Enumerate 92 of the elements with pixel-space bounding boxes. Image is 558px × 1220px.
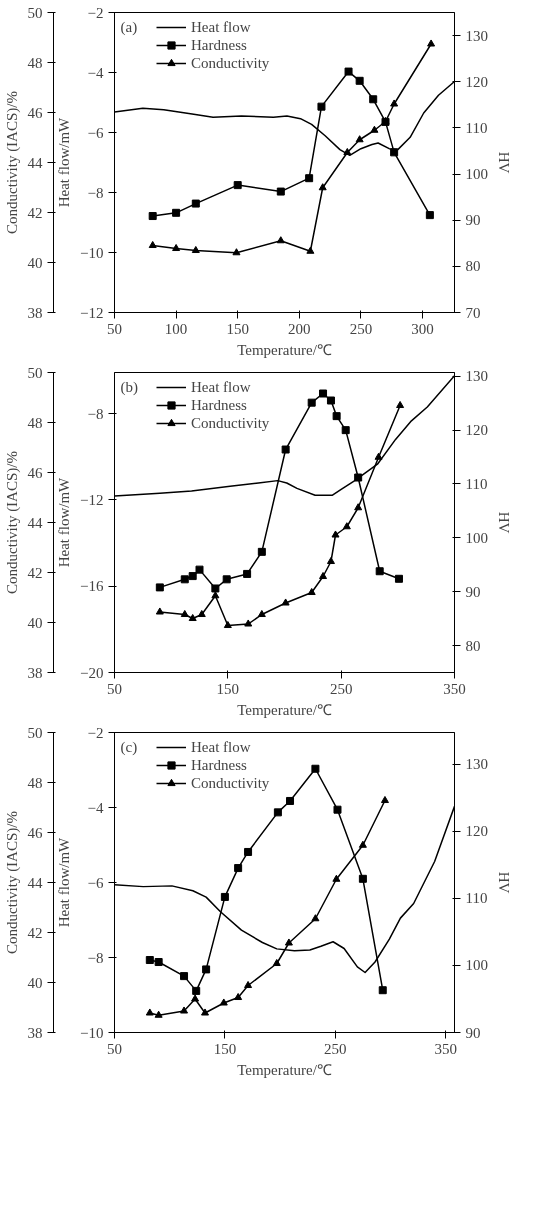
y2-tick-label: 110 (465, 475, 488, 492)
y2-tick-label: 100 (465, 166, 488, 183)
y2-tick-label: 120 (465, 73, 488, 90)
x-tick-label: 250 (324, 1040, 347, 1057)
y-tick-label: −2 (87, 724, 104, 741)
y3-tick-label: 38 (27, 304, 43, 321)
y3-tick-label: 48 (27, 774, 43, 791)
y2-tick-label: 100 (465, 529, 488, 546)
annotation: (b) (120, 378, 138, 396)
y-axis-title: Heat flow/mW (56, 836, 73, 928)
x-axis-title: Temperature/℃ (237, 1061, 332, 1078)
y2-tick-label: 90 (465, 1024, 481, 1041)
legend-label: Conductivity (191, 414, 270, 432)
y-tick-label: −10 (80, 1024, 104, 1041)
y2-tick-label: 70 (465, 304, 481, 321)
y3-tick-label: 50 (27, 724, 43, 741)
y3-tick-label: 40 (27, 974, 43, 991)
y3-tick-label: 42 (27, 924, 43, 941)
x-tick-label: 350 (434, 1040, 457, 1057)
x-tick-label: 50 (107, 680, 122, 697)
y2-tick-label: 110 (465, 890, 488, 907)
y-tick-label: −10 (80, 244, 104, 261)
y-tick-label: −12 (80, 304, 104, 321)
y-axis-title: Heat flow/mW (56, 476, 73, 568)
y-tick-label: −8 (87, 949, 104, 966)
y3-tick-label: 46 (27, 464, 43, 481)
y-tick-label: −12 (80, 491, 104, 508)
y2-axis-title: HV (496, 151, 512, 174)
x-tick-label: 50 (107, 320, 122, 337)
y3-tick-label: 48 (27, 414, 43, 431)
legend-label: Conductivity (191, 54, 270, 72)
y2-tick-label: 130 (465, 27, 488, 44)
y2-tick-label: 120 (465, 422, 488, 439)
y2-tick-label: 130 (465, 756, 488, 773)
x-tick-label: 300 (411, 320, 434, 337)
y2-tick-label: 80 (465, 637, 481, 654)
y-tick-label: −8 (87, 184, 104, 201)
x-tick-label: 250 (329, 680, 353, 697)
y3-tick-label: 42 (27, 564, 43, 581)
y3-axis-title: Conductivity (IACS)/% (3, 451, 21, 594)
y2-tick-label: 120 (465, 823, 488, 840)
y3-tick-label: 46 (27, 104, 43, 121)
annotation: (c) (120, 738, 138, 756)
y2-axis-title: HV (496, 871, 512, 894)
y-axis-title: Heat flow/mW (56, 116, 73, 208)
y2-tick-label: 90 (465, 583, 481, 600)
legend-label: Heat flow (191, 18, 251, 36)
y3-axis-title: Conductivity (IACS)/% (3, 91, 21, 234)
y2-tick-label: 80 (465, 258, 481, 275)
y-tick-label: −16 (80, 578, 104, 595)
y2-tick-label: 110 (465, 119, 488, 136)
y-tick-label: −6 (87, 124, 104, 141)
x-tick-label: 250 (349, 320, 373, 337)
legend-label: Hardness (191, 756, 247, 774)
y-tick-label: −4 (87, 64, 104, 81)
y-tick-label: −4 (87, 799, 104, 816)
y3-tick-label: 38 (27, 1024, 43, 1041)
legend-label: Heat flow (191, 378, 251, 396)
y3-tick-label: 40 (27, 254, 43, 271)
x-axis-title: Temperature/℃ (237, 341, 332, 358)
x-axis-title: Temperature/℃ (237, 701, 332, 718)
y-tick-label: −8 (87, 405, 104, 422)
y2-tick-label: 100 (465, 957, 488, 974)
y-tick-label: −2 (87, 4, 104, 21)
y3-axis-title: Conductivity (IACS)/% (3, 811, 21, 954)
y3-tick-label: 46 (27, 824, 43, 841)
y-tick-label: −20 (80, 664, 104, 681)
y3-tick-label: 48 (27, 54, 43, 71)
y2-axis-title: HV (496, 511, 512, 534)
x-tick-label: 150 (216, 680, 240, 697)
x-tick-label: 350 (443, 680, 466, 697)
y3-tick-label: 44 (27, 874, 43, 891)
legend-label: Heat flow (191, 738, 251, 756)
y3-tick-label: 44 (27, 514, 43, 531)
x-tick-label: 200 (288, 320, 311, 337)
x-tick-label: 150 (213, 1040, 237, 1057)
y3-tick-label: 42 (27, 204, 43, 221)
y3-tick-label: 44 (27, 154, 43, 171)
legend-label: Conductivity (191, 774, 270, 792)
legend-label: Hardness (191, 36, 247, 54)
y-tick-label: −6 (87, 874, 104, 891)
x-tick-label: 100 (164, 320, 188, 337)
y3-tick-label: 50 (27, 4, 43, 21)
x-tick-label: 150 (226, 320, 249, 337)
annotation: (a) (120, 18, 138, 36)
x-tick-label: 50 (107, 1040, 122, 1057)
y3-tick-label: 38 (27, 664, 43, 681)
y2-tick-label: 130 (465, 368, 488, 385)
y3-tick-label: 40 (27, 614, 43, 631)
legend-label: Hardness (191, 396, 247, 414)
y3-tick-label: 50 (27, 364, 43, 381)
y2-tick-label: 90 (465, 212, 481, 229)
